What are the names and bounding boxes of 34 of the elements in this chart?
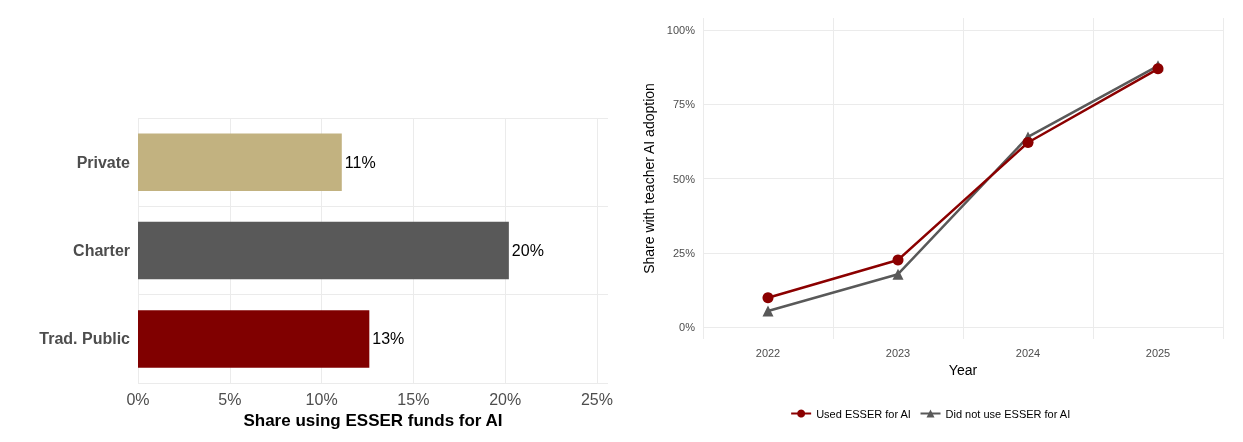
x-tick-label: 0% <box>126 390 150 408</box>
y-axis-title: Share with teacher AI adoption <box>640 83 657 274</box>
x-tick-label: 5% <box>218 390 242 408</box>
x-tick-label: 2025 <box>1145 346 1171 359</box>
point <box>892 254 904 266</box>
legend-label: Used ESSER for AI <box>816 407 911 420</box>
y-tick-label: Private <box>76 153 131 171</box>
legend-label: Did not use ESSER for AI <box>945 407 1071 420</box>
x-axis-title: Year <box>948 361 978 378</box>
bar <box>138 221 509 280</box>
y-tick-label: 75% <box>672 98 696 111</box>
data-label: 13% <box>372 330 405 348</box>
x-tick-label: 25% <box>580 390 613 408</box>
x-tick-label: 10% <box>305 390 338 408</box>
data-label: 20% <box>511 242 544 260</box>
point <box>1022 137 1034 149</box>
x-tick-label: 2022 <box>755 346 781 359</box>
bar <box>138 310 370 368</box>
x-tick-label: 20% <box>489 390 522 408</box>
y-tick-label: 100% <box>666 23 696 36</box>
y-tick-label: 25% <box>672 246 696 259</box>
x-axis-title: Share using ESSER funds for AI <box>243 411 503 430</box>
y-tick-label: 50% <box>672 172 696 185</box>
point <box>762 305 774 317</box>
y-tick-label: Charter <box>73 242 130 260</box>
x-tick-label: 15% <box>397 390 430 408</box>
point <box>762 292 774 304</box>
y-tick-label: 0% <box>679 321 696 334</box>
point <box>892 268 904 280</box>
y-tick-label: Trad. Public <box>39 330 131 348</box>
x-tick-label: 2023 <box>885 346 911 359</box>
data-label: 11% <box>344 153 376 171</box>
bar <box>138 133 342 191</box>
x-tick-label: 2024 <box>1015 346 1041 359</box>
